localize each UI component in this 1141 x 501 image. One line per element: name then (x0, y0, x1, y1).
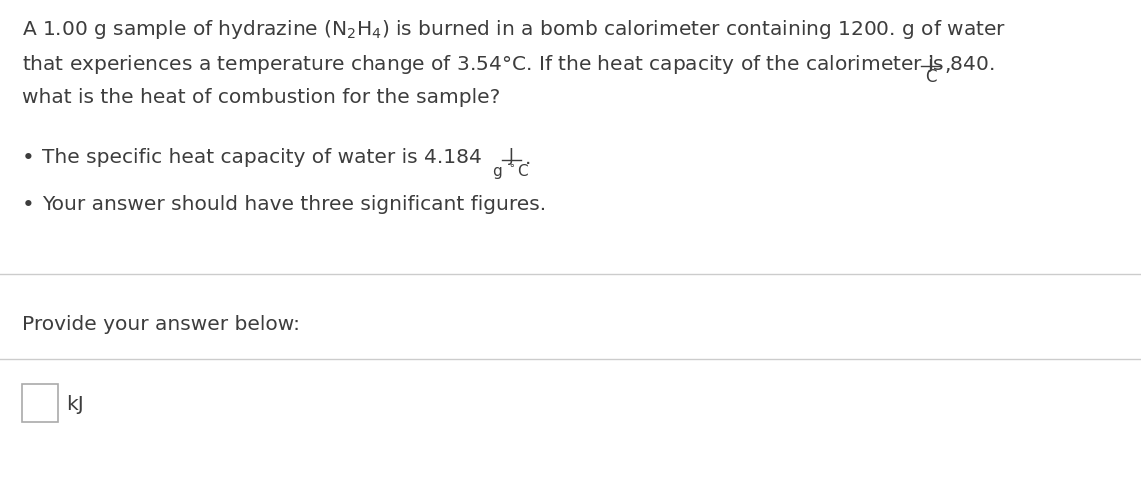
Text: C: C (925, 68, 937, 86)
Text: •: • (22, 148, 34, 168)
Text: ,: , (944, 56, 950, 75)
Text: kJ: kJ (66, 394, 83, 413)
Text: •: • (22, 194, 34, 214)
Text: A 1.00 g sample of hydrazine ($\mathregular{N_2H_4}$) is burned in a bomb calori: A 1.00 g sample of hydrazine ($\mathregu… (22, 18, 1006, 41)
Text: J: J (929, 54, 933, 72)
FancyBboxPatch shape (22, 384, 58, 422)
Text: what is the heat of combustion for the sample?: what is the heat of combustion for the s… (22, 88, 500, 107)
Text: g $\mathregular{^\circ}$C: g $\mathregular{^\circ}$C (492, 162, 529, 181)
Text: Your answer should have three significant figures.: Your answer should have three significan… (42, 194, 547, 213)
Text: Provide your answer below:: Provide your answer below: (22, 314, 300, 333)
Text: J: J (509, 147, 513, 165)
Text: .: . (525, 149, 532, 168)
Text: that experiences a temperature change of 3.54$\degree$C. If the heat capacity of: that experiences a temperature change of… (22, 53, 995, 76)
Text: The specific heat capacity of water is 4.184: The specific heat capacity of water is 4… (42, 148, 482, 167)
